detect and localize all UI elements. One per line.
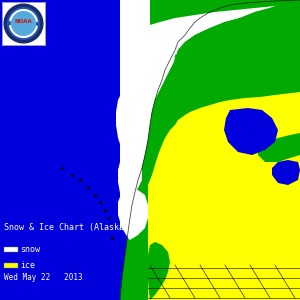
Bar xyxy=(2,2,45,45)
Bar xyxy=(4,247,18,252)
Circle shape xyxy=(8,8,39,39)
Polygon shape xyxy=(120,0,300,300)
Polygon shape xyxy=(118,158,142,200)
Polygon shape xyxy=(174,48,210,78)
Polygon shape xyxy=(272,160,300,185)
Text: NOAA: NOAA xyxy=(15,19,32,24)
Polygon shape xyxy=(224,108,278,155)
Polygon shape xyxy=(118,188,148,240)
Polygon shape xyxy=(120,0,300,300)
Polygon shape xyxy=(150,0,300,25)
Polygon shape xyxy=(116,88,148,150)
Text: Wed May 22   2013: Wed May 22 2013 xyxy=(4,273,83,282)
Polygon shape xyxy=(120,0,300,300)
Text: snow: snow xyxy=(20,245,40,254)
Bar xyxy=(4,263,18,268)
Polygon shape xyxy=(147,242,170,300)
Text: ice: ice xyxy=(20,262,35,271)
Polygon shape xyxy=(148,92,300,300)
Text: Snow & Ice Chart (Alaska): Snow & Ice Chart (Alaska) xyxy=(4,223,129,232)
Polygon shape xyxy=(258,133,300,162)
Circle shape xyxy=(11,11,35,35)
Circle shape xyxy=(4,4,43,43)
